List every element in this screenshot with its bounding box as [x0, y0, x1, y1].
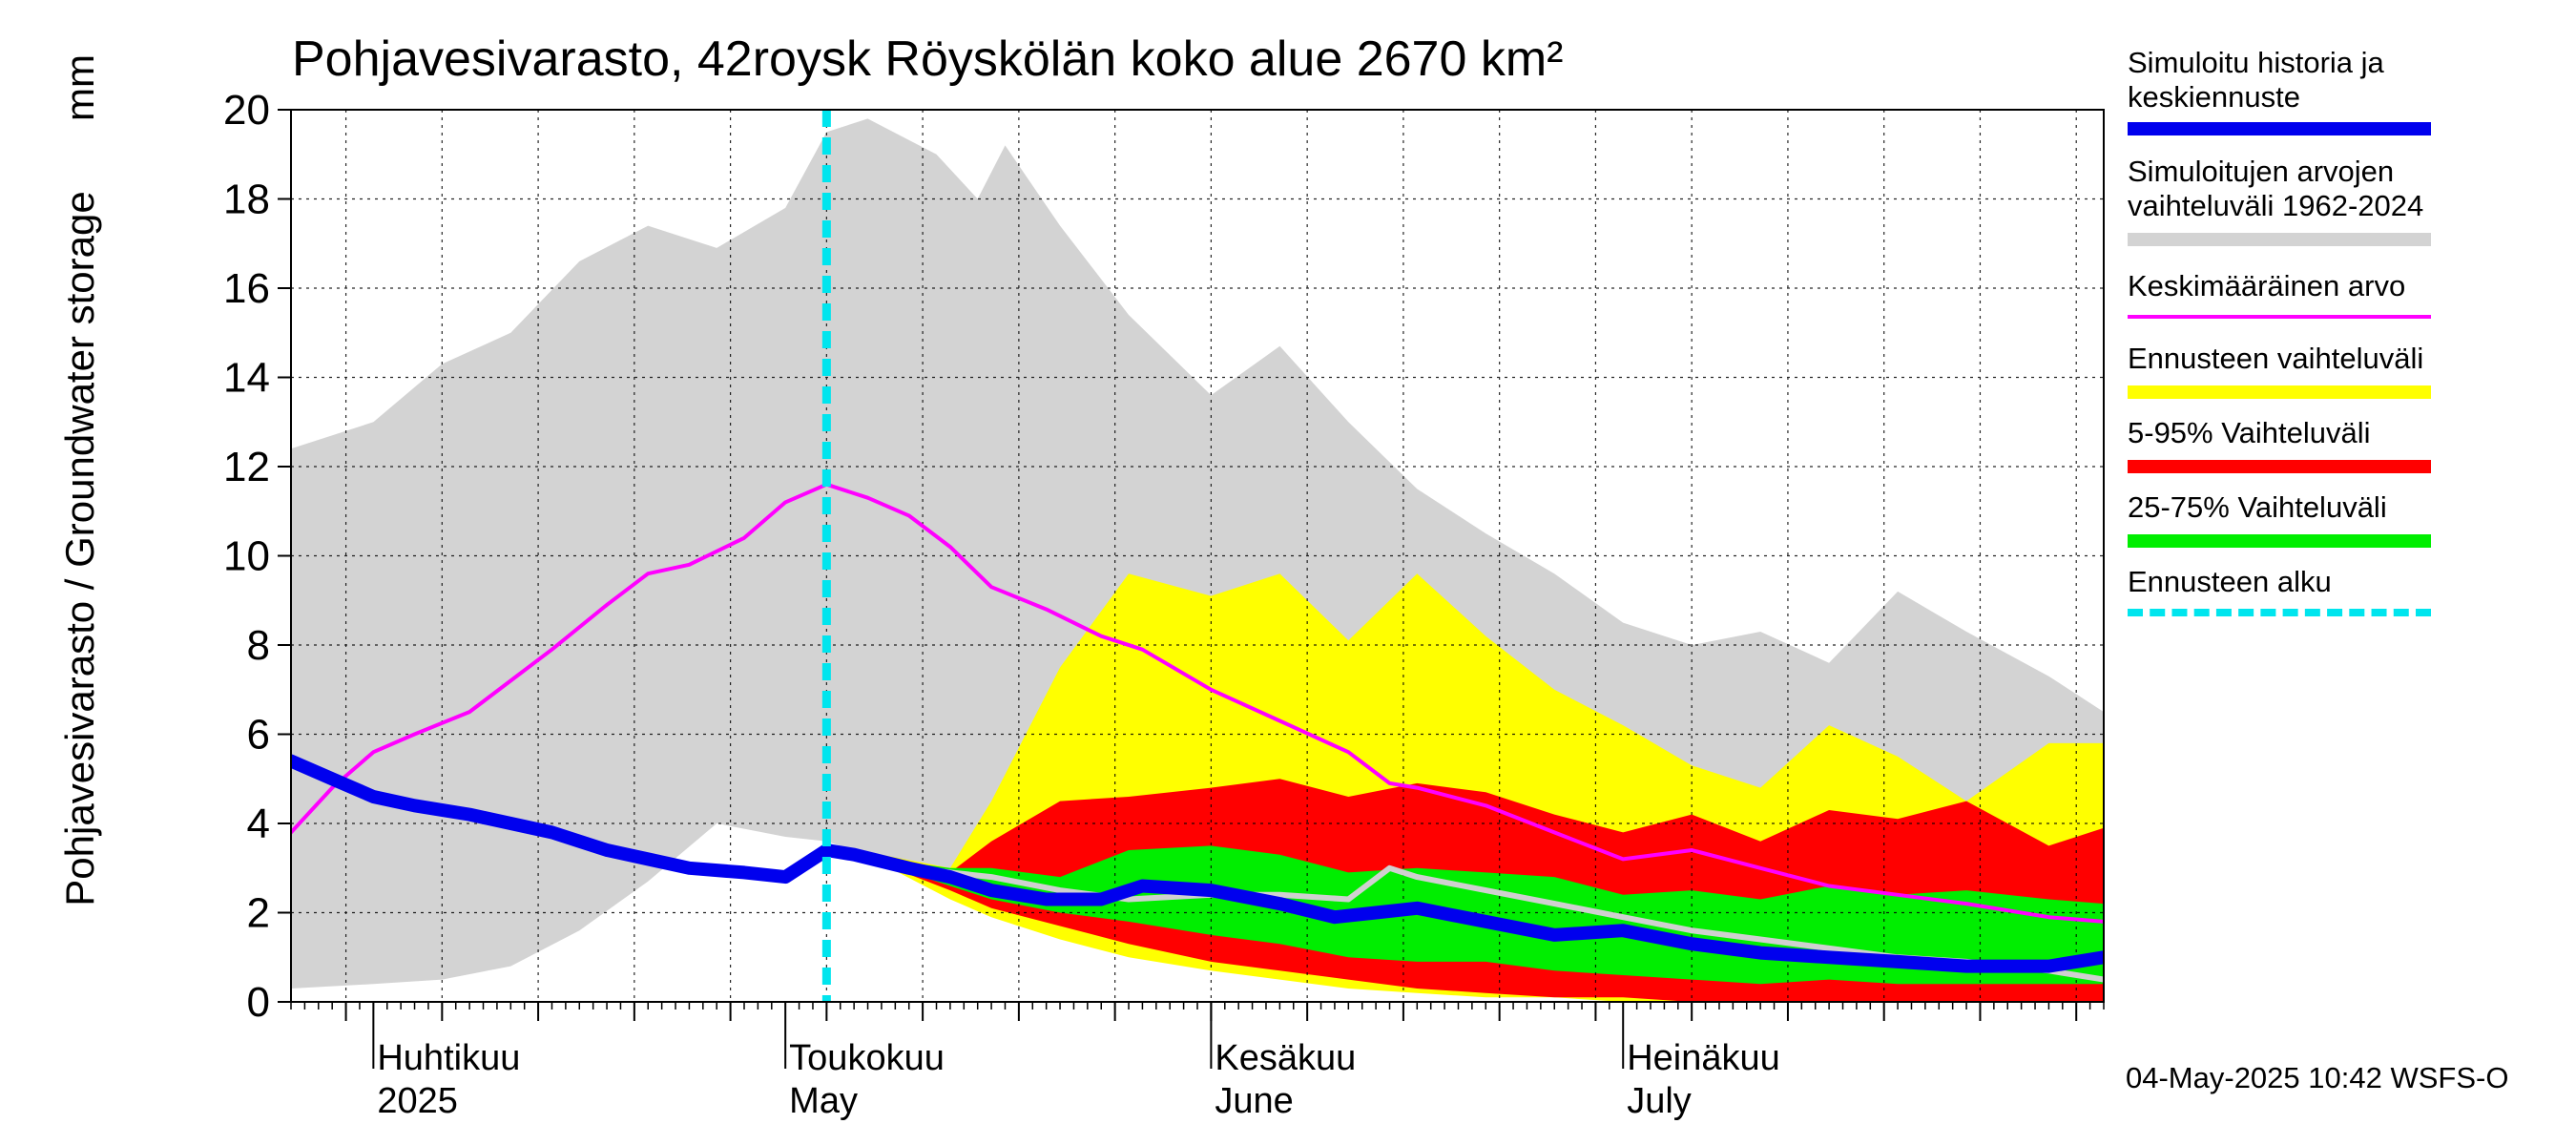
y-tick-label: 0: [247, 979, 270, 1026]
legend-label: Ennusteen vaihteluväli: [2128, 342, 2424, 375]
y-tick-label: 4: [247, 801, 270, 847]
timestamp: 04-May-2025 10:42 WSFS-O: [2126, 1061, 2509, 1094]
y-tick-label: 18: [223, 177, 270, 223]
x-month-sublabel: May: [789, 1081, 858, 1121]
legend-swatch-green: [2128, 534, 2431, 548]
y-tick-label: 2: [247, 890, 270, 937]
legend-label: 5-95% Vaihteluväli: [2128, 416, 2371, 449]
legend: Simuloitu historia ja keskiennuste Simul…: [2128, 46, 2547, 632]
legend-label: Simuloitujen arvojen vaihteluväli 1962-2…: [2128, 155, 2424, 222]
legend-item-forecast-range: Ennusteen vaihteluväli: [2128, 342, 2547, 408]
x-month-sublabel: June: [1215, 1081, 1293, 1121]
x-month-sublabel: 2025: [377, 1081, 458, 1121]
line-series-2: [291, 754, 2104, 973]
legend-item-forecast-start: Ennusteen alku: [2128, 565, 2547, 632]
x-month-label: Heinäkuu: [1627, 1038, 1780, 1078]
y-axis-label: Pohjavesivarasto / Groundwater storage: [57, 191, 102, 906]
legend-swatch-magenta: [2128, 315, 2431, 319]
legend-item-5-95: 5-95% Vaihteluväli: [2128, 416, 2547, 483]
x-month-label: Huhtikuu: [377, 1038, 520, 1078]
y-tick-label: 20: [223, 87, 270, 134]
chart-title: Pohjavesivarasto, 42roysk Röyskölän koko…: [292, 31, 1564, 87]
legend-label: Simuloitu historia ja keskiennuste: [2128, 46, 2384, 114]
legend-swatch-red: [2128, 460, 2431, 473]
x-month-label: Toukokuu: [789, 1038, 945, 1078]
y-tick-label: 12: [223, 444, 270, 490]
legend-swatch-blue: [2128, 122, 2431, 135]
legend-swatch-cyan-dashed: [2128, 609, 2431, 616]
legend-item-simulated-range: Simuloitujen arvojen vaihteluväli 1962-2…: [2128, 155, 2547, 261]
legend-label: 25-75% Vaihteluväli: [2128, 490, 2387, 524]
y-tick-label: 6: [247, 712, 270, 759]
legend-label: Keskimääräinen arvo: [2128, 269, 2406, 302]
y-tick-label: 10: [223, 533, 270, 580]
y-tick-label: 14: [223, 355, 270, 402]
y-tick-label: 16: [223, 265, 270, 312]
x-month-label: Kesäkuu: [1215, 1038, 1356, 1078]
line-series-1: [291, 482, 2104, 924]
plot-area: [291, 110, 2104, 1002]
legend-item-25-75: 25-75% Vaihteluväli: [2128, 490, 2547, 557]
legend-item-mean: Keskimääräinen arvo: [2128, 269, 2547, 336]
y-axis-unit: mm: [57, 54, 102, 121]
legend-label: Ennusteen alku: [2128, 565, 2332, 598]
legend-swatch-yellow: [2128, 385, 2431, 399]
legend-swatch-gray: [2128, 233, 2431, 246]
y-tick-label: 8: [247, 622, 270, 669]
legend-item-simulated-history: Simuloitu historia ja keskiennuste: [2128, 46, 2547, 143]
x-month-sublabel: July: [1627, 1081, 1692, 1121]
